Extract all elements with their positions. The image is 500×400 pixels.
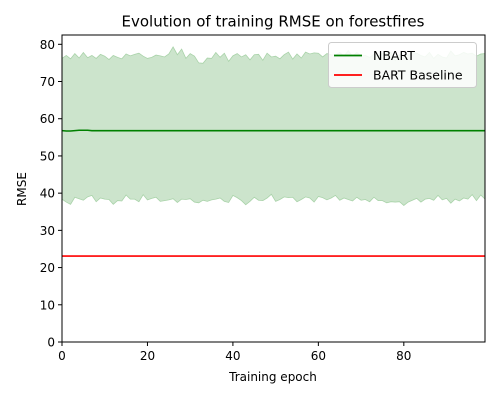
x-tick-label: 20 — [140, 349, 155, 363]
y-tick-label: 20 — [40, 261, 55, 275]
x-tick-label: 80 — [396, 349, 411, 363]
legend-label-bart-baseline: BART Baseline — [373, 68, 463, 83]
legend-label-nbart: NBART — [373, 48, 415, 63]
nbart-line — [61, 129, 485, 132]
axes: 0 20 40 60 80 0 10 20 30 40 50 60 70 80 — [40, 34, 486, 363]
y-tick-label: 70 — [40, 75, 55, 89]
x-axis-label: Training epoch — [228, 370, 317, 384]
x-tick-label: 60 — [311, 349, 326, 363]
y-tick-label: 0 — [47, 336, 55, 350]
y-tick-label: 50 — [40, 149, 55, 163]
y-tick-label: 30 — [40, 224, 55, 238]
legend: NBART BART Baseline — [328, 42, 477, 88]
x-tick-label: 0 — [58, 349, 66, 363]
y-tick-label: 80 — [40, 38, 55, 52]
plot-frame — [61, 34, 486, 343]
x-tick-label: 40 — [225, 349, 240, 363]
y-axis-label: RMSE — [15, 172, 29, 206]
chart-title: Evolution of training RMSE on forestfire… — [122, 13, 425, 31]
legend-box — [328, 42, 477, 88]
y-tick-label: 40 — [40, 187, 55, 201]
y-tick-label: 10 — [40, 298, 55, 312]
y-tick-label: 60 — [40, 112, 55, 126]
